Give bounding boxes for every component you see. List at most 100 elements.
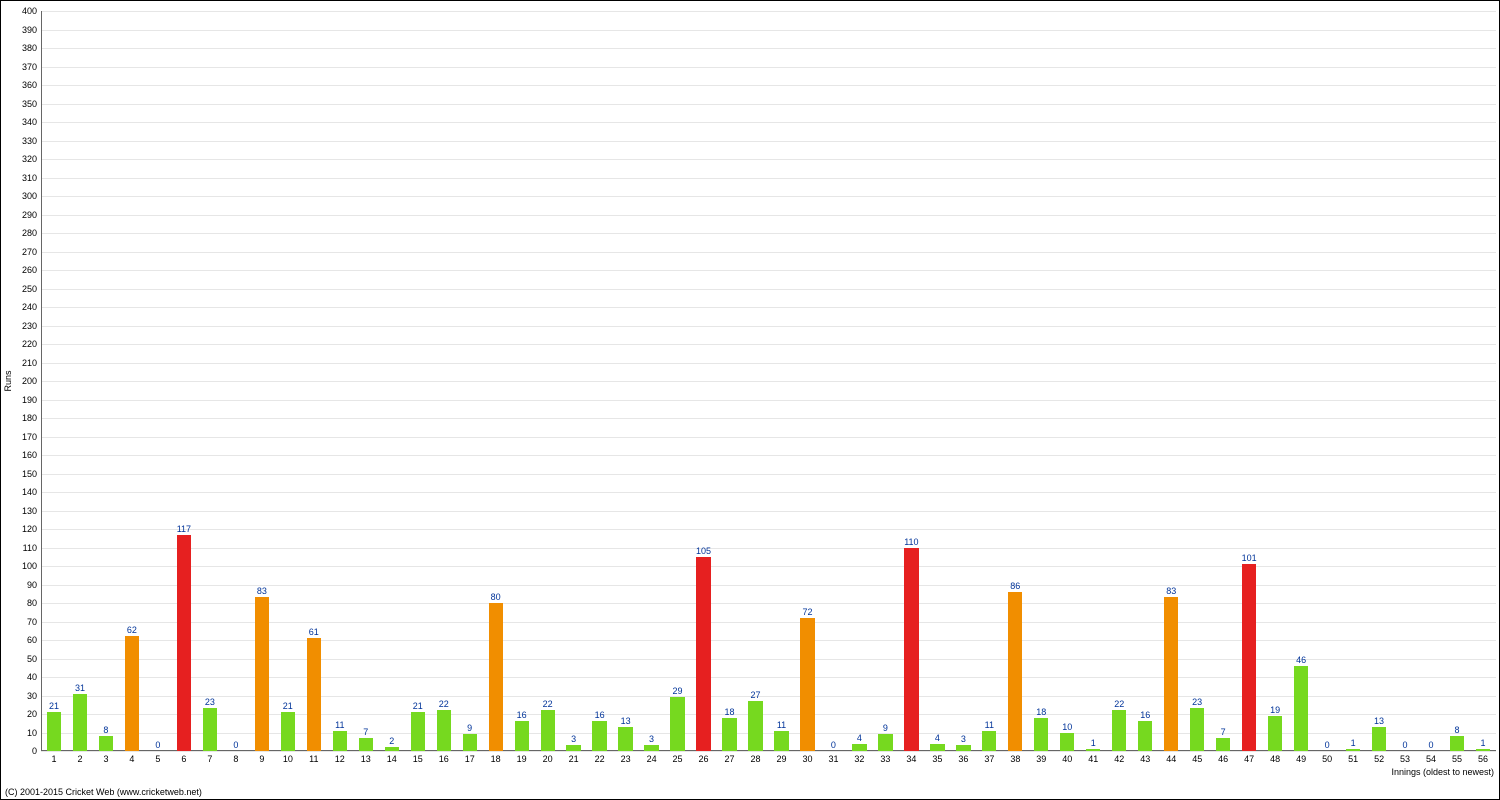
x-tick-label: 26 (699, 751, 709, 764)
bar-value-label: 0 (233, 740, 238, 751)
y-tick-label: 350 (22, 99, 41, 109)
bar-value-label: 7 (1221, 727, 1226, 738)
gridline (41, 474, 1496, 475)
bar: 11 (774, 731, 788, 751)
x-axis-label: Innings (oldest to newest) (1391, 767, 1494, 777)
y-tick-label: 370 (22, 62, 41, 72)
x-tick-label: 14 (387, 751, 397, 764)
bar: 105 (696, 557, 710, 751)
bar: 21 (411, 712, 425, 751)
x-tick-label: 33 (880, 751, 890, 764)
x-tick-label: 21 (569, 751, 579, 764)
gridline (41, 548, 1496, 549)
copyright-footer: (C) 2001-2015 Cricket Web (www.cricketwe… (5, 787, 202, 797)
x-tick-label: 54 (1426, 751, 1436, 764)
y-tick-label: 150 (22, 469, 41, 479)
y-tick-label: 340 (22, 117, 41, 127)
y-tick-label: 290 (22, 210, 41, 220)
y-tick-label: 30 (27, 691, 41, 701)
bar-value-label: 0 (1325, 740, 1330, 751)
x-tick-label: 8 (233, 751, 238, 764)
gridline (41, 270, 1496, 271)
x-tick-label: 56 (1478, 751, 1488, 764)
bar: 16 (592, 721, 606, 751)
y-tick-label: 190 (22, 395, 41, 405)
x-tick-label: 45 (1192, 751, 1202, 764)
bar-value-label: 105 (696, 546, 711, 557)
y-tick-label: 70 (27, 617, 41, 627)
bar-value-label: 9 (467, 723, 472, 734)
bar-value-label: 3 (961, 734, 966, 745)
bar-value-label: 72 (802, 607, 812, 618)
gridline (41, 159, 1496, 160)
bar: 61 (307, 638, 321, 751)
gridline (41, 85, 1496, 86)
bar-value-label: 4 (935, 733, 940, 744)
bar: 110 (904, 548, 918, 752)
bar-value-label: 4 (857, 733, 862, 744)
gridline (41, 437, 1496, 438)
x-tick-label: 38 (1010, 751, 1020, 764)
gridline (41, 11, 1496, 12)
gridline (41, 566, 1496, 567)
bar: 18 (1034, 718, 1048, 751)
gridline (41, 511, 1496, 512)
bar-value-label: 13 (1374, 716, 1384, 727)
bar-value-label: 19 (1270, 705, 1280, 716)
bar-value-label: 7 (363, 727, 368, 738)
x-tick-label: 41 (1088, 751, 1098, 764)
bar: 7 (1216, 738, 1230, 751)
gridline (41, 122, 1496, 123)
bar: 22 (1112, 710, 1126, 751)
bar-value-label: 22 (543, 699, 553, 710)
bar-value-label: 16 (1140, 710, 1150, 721)
bar-value-label: 83 (257, 586, 267, 597)
bar-value-label: 61 (309, 627, 319, 638)
x-tick-label: 20 (543, 751, 553, 764)
bar-value-label: 62 (127, 625, 137, 636)
bar-value-label: 11 (335, 720, 344, 731)
y-tick-label: 10 (27, 728, 41, 738)
gridline (41, 48, 1496, 49)
x-tick-label: 48 (1270, 751, 1280, 764)
y-tick-label: 40 (27, 672, 41, 682)
bar: 23 (1190, 708, 1204, 751)
y-tick-label: 120 (22, 524, 41, 534)
bar: 46 (1294, 666, 1308, 751)
bar-value-label: 22 (439, 699, 449, 710)
bar-value-label: 18 (1036, 707, 1046, 718)
bar-value-label: 21 (49, 701, 59, 712)
y-tick-label: 360 (22, 80, 41, 90)
bar-value-label: 27 (750, 690, 760, 701)
x-tick-label: 25 (673, 751, 683, 764)
bar: 9 (463, 734, 477, 751)
bar-value-label: 11 (985, 720, 994, 731)
x-tick-label: 37 (984, 751, 994, 764)
y-tick-label: 330 (22, 136, 41, 146)
gridline (41, 196, 1496, 197)
y-tick-label: 200 (22, 376, 41, 386)
x-tick-label: 7 (207, 751, 212, 764)
x-tick-label: 27 (725, 751, 735, 764)
x-tick-label: 43 (1140, 751, 1150, 764)
bar-value-label: 21 (413, 701, 423, 712)
y-tick-label: 100 (22, 561, 41, 571)
y-tick-label: 250 (22, 284, 41, 294)
bar-value-label: 16 (517, 710, 527, 721)
y-axis-label: Runs (3, 370, 13, 391)
bar: 31 (73, 694, 87, 751)
bar-value-label: 83 (1166, 586, 1176, 597)
y-tick-label: 310 (22, 173, 41, 183)
gridline (41, 326, 1496, 327)
bar-value-label: 22 (1114, 699, 1124, 710)
bar-value-label: 23 (1192, 697, 1202, 708)
y-tick-label: 50 (27, 654, 41, 664)
x-tick-label: 19 (517, 751, 527, 764)
gridline (41, 307, 1496, 308)
x-tick-label: 29 (776, 751, 786, 764)
x-tick-label: 50 (1322, 751, 1332, 764)
x-tick-label: 51 (1348, 751, 1358, 764)
bar: 72 (800, 618, 814, 751)
bar: 117 (177, 535, 191, 751)
bar-value-label: 21 (283, 701, 293, 712)
